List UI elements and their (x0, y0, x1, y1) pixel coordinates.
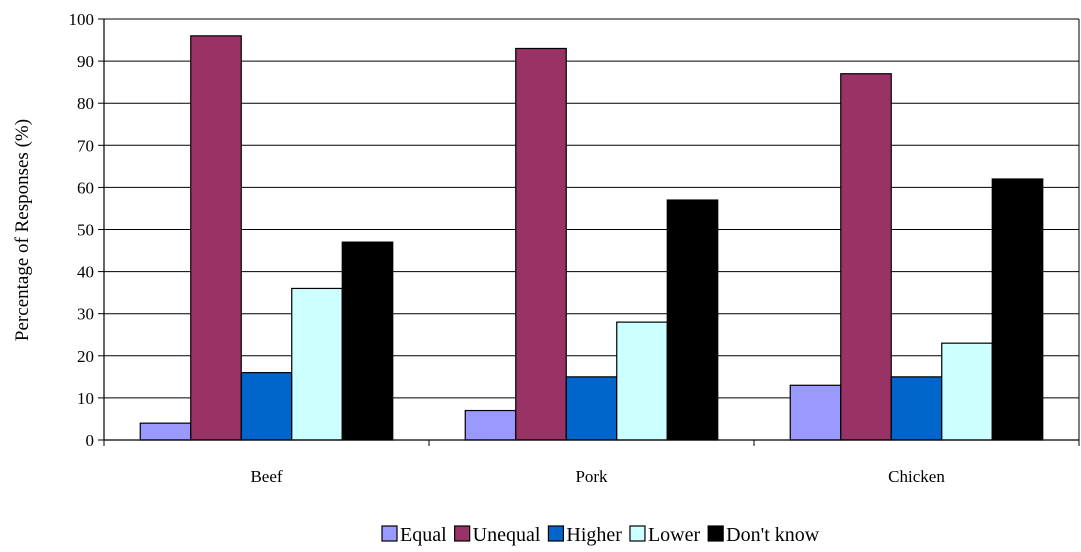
legend-label: Higher (566, 524, 622, 546)
bar-equal-pork (464, 409, 517, 441)
bar-higher-pork (565, 376, 618, 441)
y-tick-labels: 0 10 20 30 40 50 60 70 80 90 100 (69, 10, 95, 450)
y-tick-label: 80 (77, 94, 94, 113)
legend-swatch (454, 525, 471, 542)
bar-don-t-know-beef (341, 241, 394, 441)
bar-unequal-chicken (840, 73, 892, 441)
gridlines (104, 18, 1079, 399)
x-tick-label: Chicken (888, 467, 945, 486)
y-tick-label: 90 (77, 52, 94, 71)
y-tick-label: 70 (77, 136, 94, 155)
y-tick-label: 30 (77, 305, 94, 324)
y-tick-label: 40 (77, 263, 94, 282)
y-tick-label: 0 (86, 431, 95, 450)
legend: Equal Unequal Higher Lower Don't know (381, 524, 820, 546)
axes (98, 18, 1080, 446)
bar-lower-pork (616, 321, 668, 441)
y-tick-label: 20 (77, 347, 94, 366)
x-tick-label: Pork (575, 467, 608, 486)
bar-equal-chicken (789, 384, 842, 441)
y-tick-label: 100 (69, 10, 95, 29)
legend-label: Don't know (726, 524, 820, 546)
y-tick-label: 10 (77, 389, 94, 408)
x-tick-labels: Beef Pork Chicken (250, 467, 945, 486)
legend-swatch (707, 525, 724, 542)
bar-equal-beef (139, 422, 192, 441)
bar-don-t-know-chicken (991, 178, 1044, 441)
bar-don-t-know-pork (666, 199, 719, 441)
bar-unequal-beef (190, 35, 242, 441)
bar-lower-beef (291, 287, 343, 441)
y-tick-label: 50 (77, 221, 94, 240)
y-axis-label: Percentage of Responses (%) (12, 119, 33, 341)
legend-label: Lower (648, 524, 701, 546)
y-tick-label: 60 (77, 178, 94, 197)
bar-higher-chicken (890, 376, 943, 441)
bar-lower-chicken (941, 342, 993, 441)
legend-swatch (629, 525, 646, 542)
legend-swatch (547, 525, 565, 542)
legend-swatch (381, 525, 398, 542)
legend-label: Equal (400, 524, 447, 546)
x-tick-label: Beef (250, 467, 282, 486)
bars (139, 35, 1044, 441)
bar-unequal-pork (515, 47, 567, 441)
legend-label: Unequal (473, 524, 541, 546)
bar-higher-beef (240, 372, 293, 441)
